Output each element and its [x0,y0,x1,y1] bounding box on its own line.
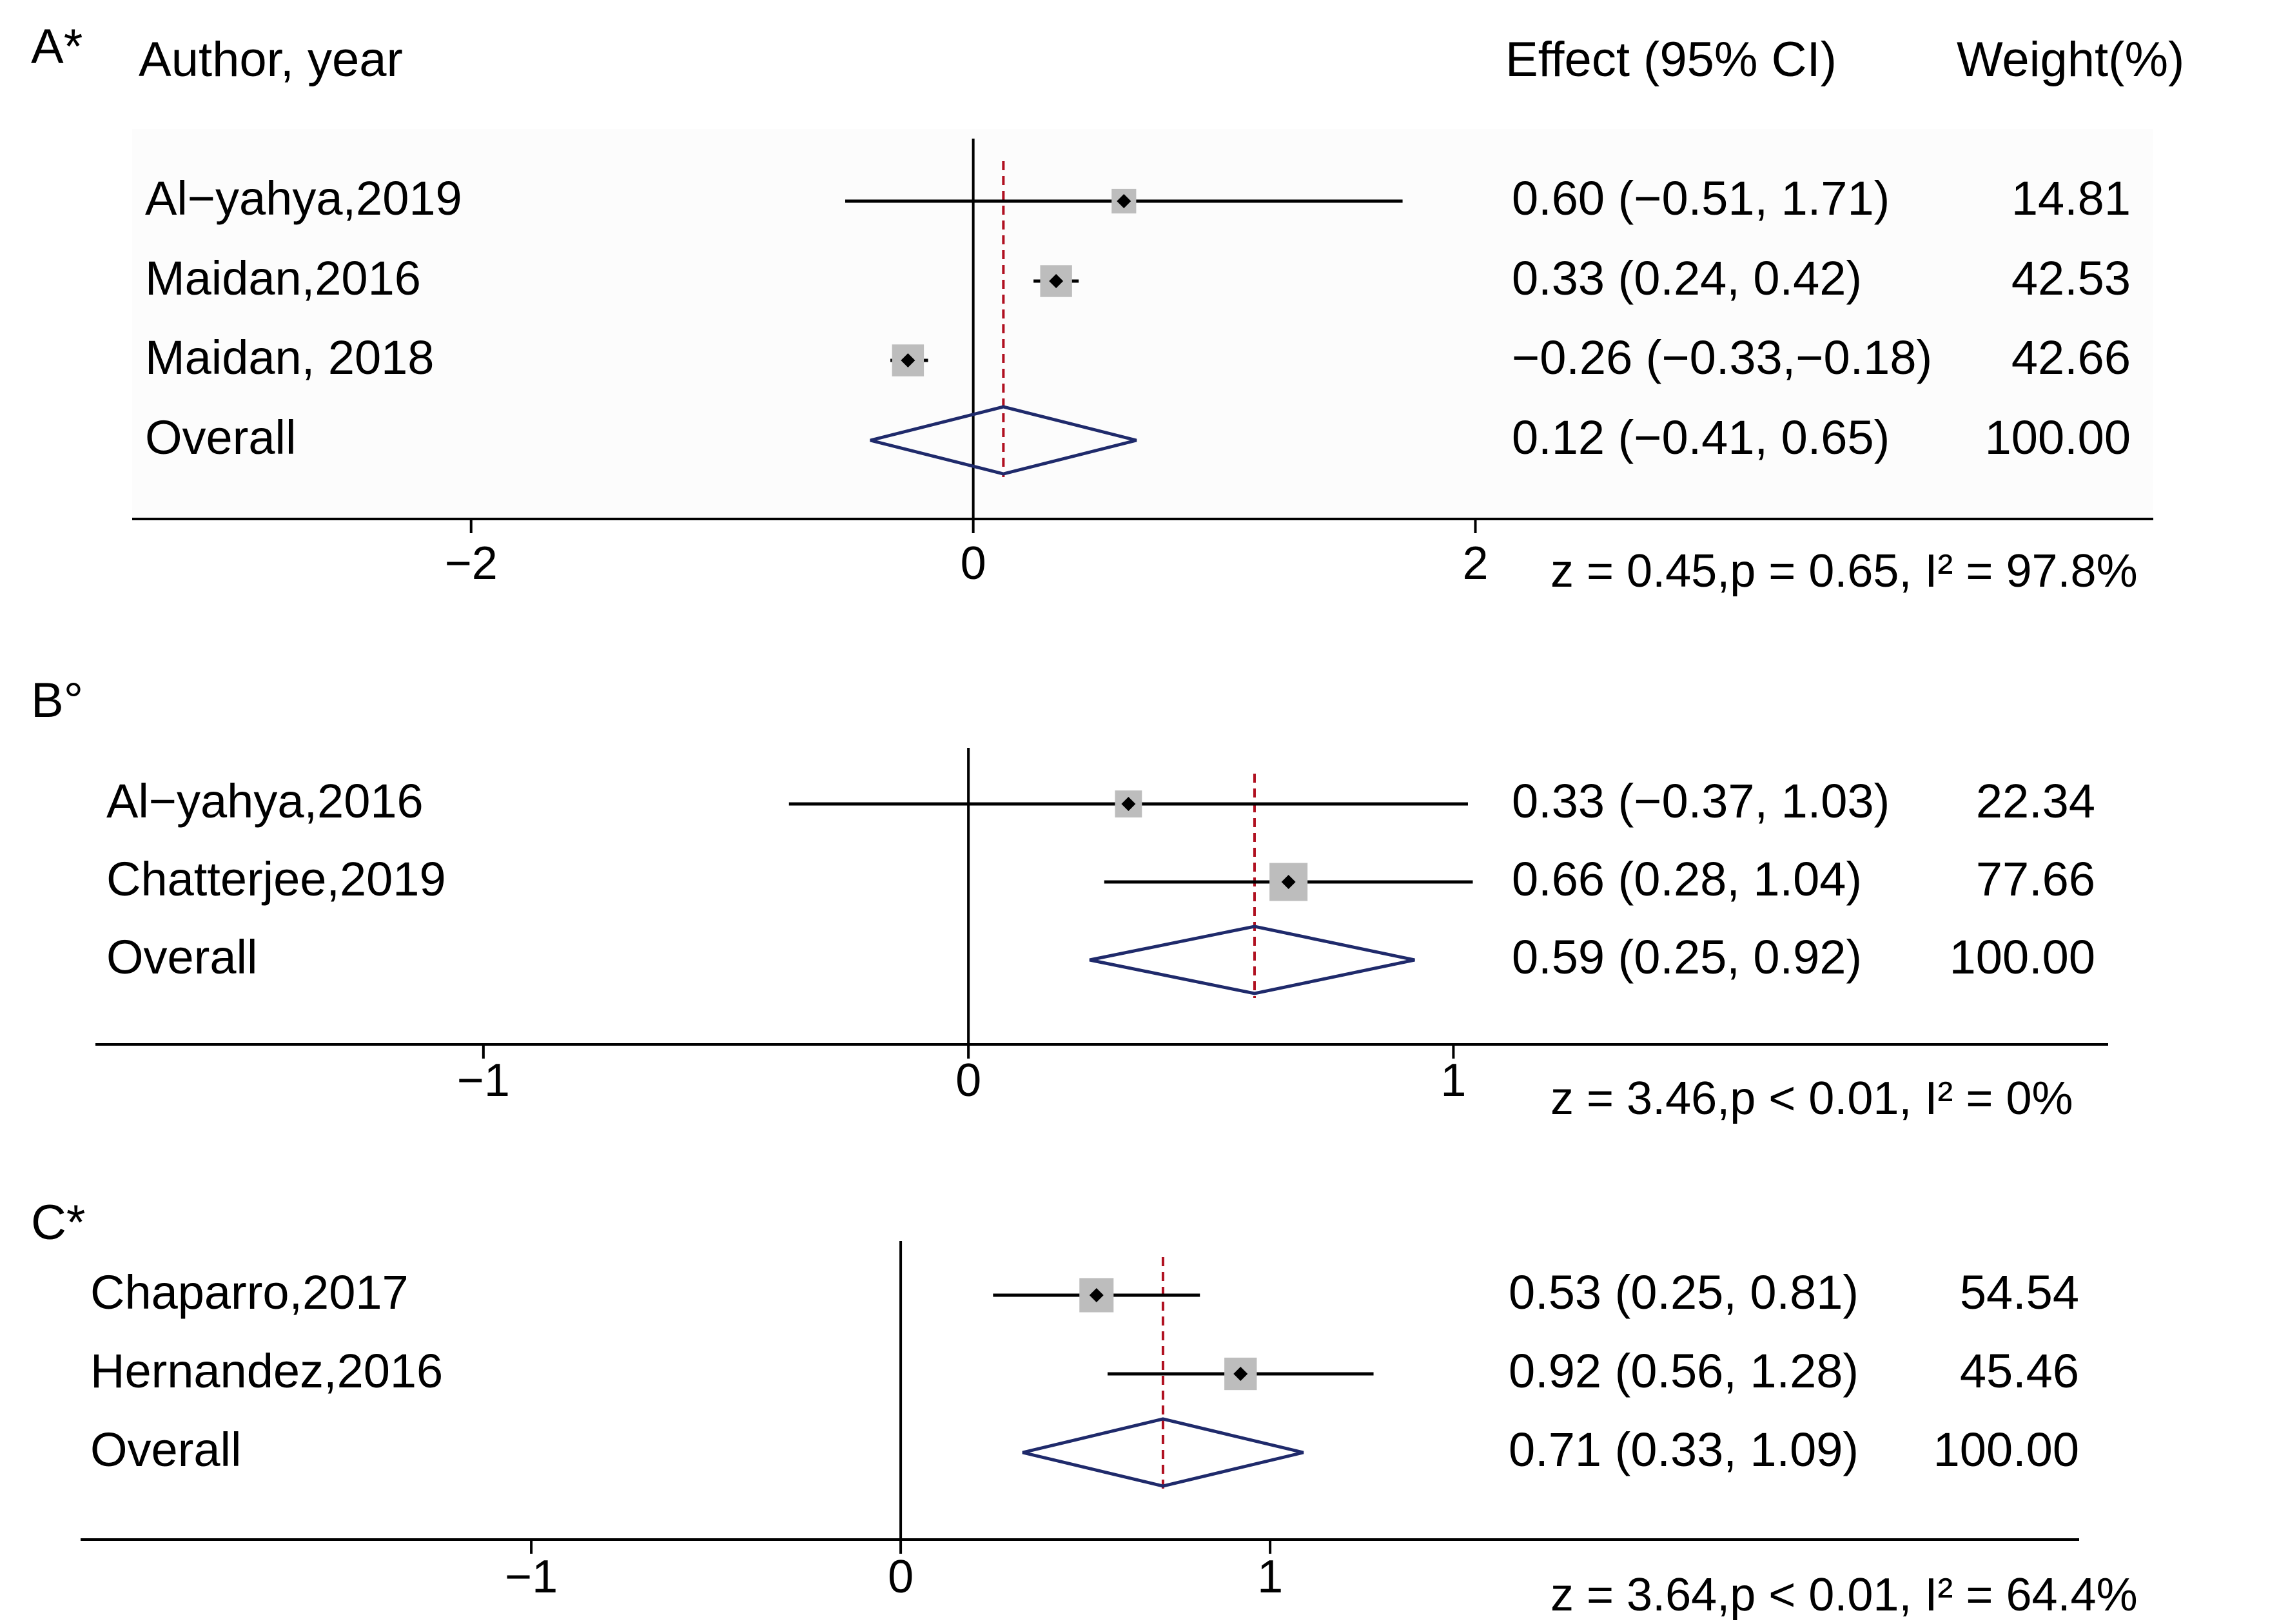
panel-b-overall-label: Overall [106,930,257,984]
panel-a-overall-effect-text: 0.12 (−0.41, 0.65) [1512,411,1890,464]
panel-c-marks: −1 0 1 [81,1241,2079,1603]
panel-b-study-label: Chatterjee,2019 [106,852,446,906]
panel-b-letter: B° [31,673,83,728]
x-axis-tick-label: −2 [445,538,498,589]
panel-c-weight-text: 54.54 [1960,1266,2079,1319]
x-axis-tick-label: 1 [1440,1055,1466,1106]
overall-diamond [1089,925,1415,995]
study-point-estimate [1089,1288,1104,1302]
study-point-estimate [1281,875,1296,889]
x-axis-tick-label: −1 [505,1551,558,1603]
study-point-estimate [1233,1367,1248,1381]
panel-b-effect-text: 0.33 (−0.37, 1.03) [1512,774,1890,828]
x-axis-tick-label: 2 [1462,538,1488,589]
panel-a-letter: A* [31,19,83,74]
panel-a-overall-label: Overall [145,411,296,464]
panel-a-marks: −2 0 2 [132,139,2153,589]
panel-c-weight-text: 45.46 [1960,1344,2079,1398]
panel-b-stats: z = 3.46,p < 0.01, I² = 0% [1550,1073,2073,1124]
panel-a: A* Al−yahya,2019 Maidan,2016 Maidan, 201… [31,19,2153,597]
panel-b: B° Al−yahya,2016 Chatterjee,2019 Overall… [31,673,2108,1124]
panel-b-marks: −1 0 1 [95,748,2108,1106]
panel-c-effect-text: 0.53 (0.25, 0.81) [1509,1266,1859,1319]
panel-c-overall-effect-text: 0.71 (0.33, 1.09) [1509,1423,1859,1476]
x-axis-tick-label: 0 [955,1055,981,1106]
header-study: Author, year [139,32,403,87]
panel-a-weight-text: 42.66 [2011,331,2131,384]
panel-c-overall-label: Overall [90,1423,241,1476]
header-weight: Weight(%) [1957,32,2184,87]
panel-a-background [132,129,2153,519]
panel-a-weight-text: 42.53 [2011,251,2131,305]
x-axis-tick-label: −1 [457,1055,510,1106]
panel-a-effect-text: 0.33 (0.24, 0.42) [1512,251,1862,305]
panel-c-overall-weight-text: 100.00 [1933,1423,2079,1476]
panel-b-effect-text: 0.66 (0.28, 1.04) [1512,852,1862,906]
panel-b-overall-effect-text: 0.59 (0.25, 0.92) [1512,930,1862,984]
study-point-estimate [901,353,915,367]
panel-a-effect-text: 0.60 (−0.51, 1.71) [1512,171,1890,225]
x-axis-tick-label: 0 [888,1551,914,1603]
x-axis-tick-label: 0 [961,538,986,589]
panel-c-study-label: Chaparro,2017 [90,1266,409,1319]
panel-c: C* Chaparro,2017 Hernandez,2016 Overall … [31,1195,2138,1621]
panel-b-weight-text: 77.66 [1976,852,2095,906]
panel-a-effect-text: −0.26 (−0.33,−0.18) [1512,331,1932,384]
panel-a-study-label: Maidan, 2018 [145,331,434,384]
overall-diamond [870,405,1137,476]
panel-a-study-label: Maidan,2016 [145,251,421,305]
study-point-estimate [1117,194,1131,208]
panel-b-study-label: Al−yahya,2016 [106,774,424,828]
study-point-estimate [1121,797,1136,811]
panel-c-letter: C* [31,1195,85,1250]
panel-c-study-label: Hernandez,2016 [90,1344,443,1398]
header-effect: Effect (95% CI) [1505,32,1837,87]
x-axis-tick-label: 1 [1257,1551,1283,1603]
panel-c-stats: z = 3.64,p < 0.01, I² = 64.4% [1550,1569,2138,1621]
overall-diamond [1022,1417,1304,1488]
panel-b-overall-weight-text: 100.00 [1950,930,2095,984]
study-point-estimate [1049,274,1064,288]
panel-b-weight-text: 22.34 [1976,774,2095,828]
panel-a-stats: z = 0.45,p = 0.65, I² = 97.8% [1550,545,2138,597]
panel-a-study-label: Al−yahya,2019 [145,171,462,225]
panel-c-effect-text: 0.92 (0.56, 1.28) [1509,1344,1859,1398]
panel-a-weight-text: 14.81 [2011,171,2131,225]
panel-a-overall-weight-text: 100.00 [1985,411,2131,464]
